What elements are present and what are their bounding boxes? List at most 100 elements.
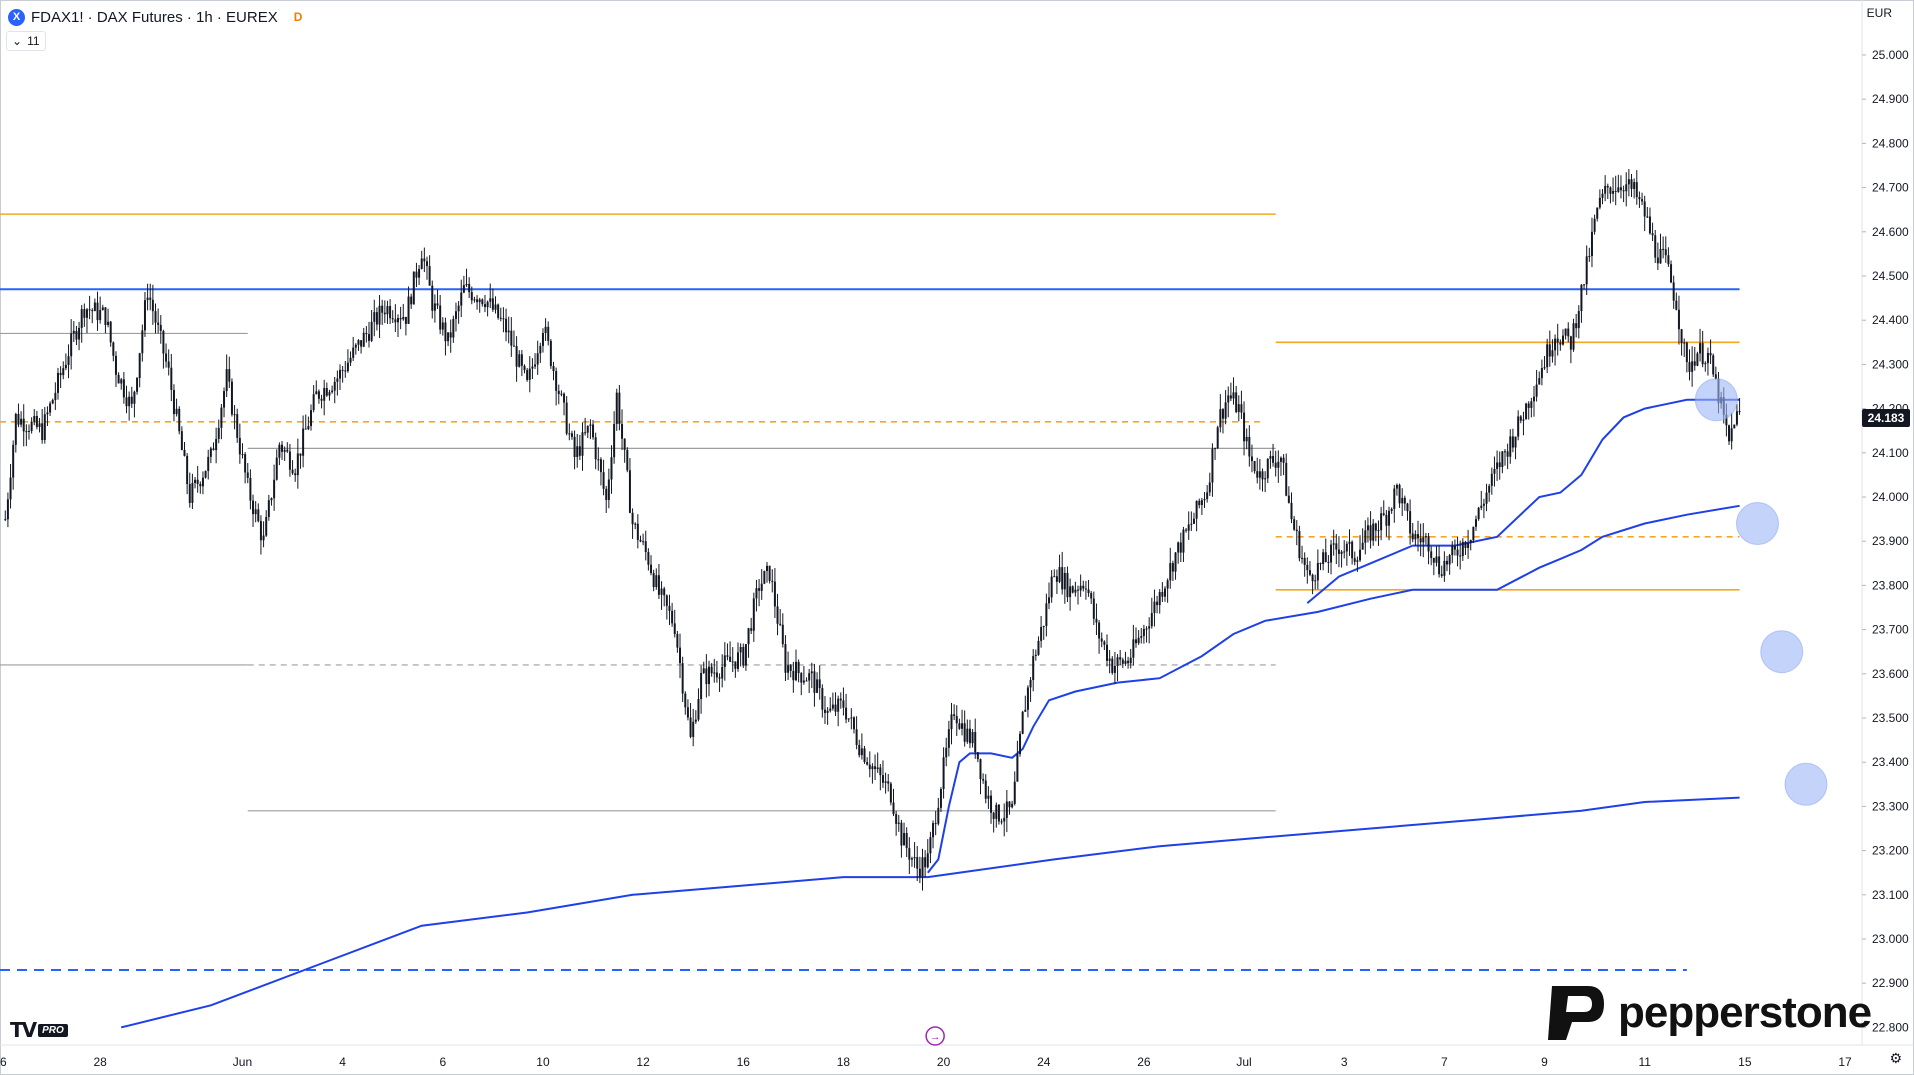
event-marker-icon[interactable]: → — [925, 1026, 945, 1046]
candle-body — [1248, 436, 1251, 457]
candle-body — [700, 672, 703, 700]
candle-body — [1011, 803, 1014, 808]
candle-body — [605, 488, 608, 500]
candle-body — [1617, 187, 1620, 192]
candle-body — [447, 332, 450, 342]
candle-body — [1688, 362, 1691, 372]
candle-body — [1061, 567, 1064, 590]
candle-body — [1066, 572, 1069, 598]
candle-body — [373, 312, 376, 322]
currency-label[interactable]: EUR — [1866, 6, 1892, 20]
candle-body — [966, 728, 969, 742]
candle-body — [1311, 574, 1314, 582]
tradingview-logo[interactable]: TV PRO — [10, 1018, 68, 1042]
candle-body — [1019, 733, 1022, 755]
candle-body — [800, 673, 803, 683]
candle-body — [1585, 256, 1588, 285]
candle-body — [1477, 507, 1480, 520]
candle-body — [1693, 361, 1696, 366]
candle-body — [1440, 574, 1443, 576]
candle-body — [1037, 640, 1040, 655]
candle-body — [1111, 658, 1114, 673]
candle-body — [523, 365, 526, 371]
candle-body — [1208, 482, 1211, 493]
candle-body — [826, 710, 829, 713]
candle-body — [1351, 541, 1354, 559]
candle-body — [1648, 216, 1651, 234]
indicators-toggle[interactable]: ⌄ 11 — [6, 31, 46, 51]
candle-body — [1319, 562, 1322, 565]
candle-body — [1013, 781, 1016, 804]
candle-body — [961, 723, 964, 729]
candle-body — [858, 744, 861, 756]
candle-body — [325, 387, 328, 396]
candle-body — [262, 535, 265, 541]
candle-body — [1583, 284, 1586, 286]
candle-body — [863, 748, 866, 763]
candle-body — [650, 564, 653, 574]
data-status-badge[interactable]: D — [293, 10, 303, 24]
candle-body — [1127, 660, 1130, 664]
candle-body — [592, 424, 595, 438]
candle-body — [979, 759, 982, 780]
candle-body — [1092, 598, 1095, 619]
candle-body — [818, 679, 821, 689]
candle-body — [1538, 378, 1541, 385]
candle-body — [852, 717, 855, 730]
candle-body — [1253, 461, 1256, 472]
candle-body — [368, 334, 370, 341]
candle-body — [1029, 679, 1032, 688]
candle-body — [945, 747, 948, 758]
candle-body — [628, 470, 631, 513]
candle-body — [839, 698, 842, 701]
candle-body — [1738, 411, 1741, 413]
candle-body — [1364, 530, 1367, 543]
candle-body — [270, 498, 273, 501]
candle-body — [679, 647, 682, 664]
candle-body — [283, 449, 286, 452]
x-axis[interactable]: 26 28 Jun 4 6 10 12 16 18 20 24 26 Jul 3 7 9 11 15 17 — [0, 1044, 1914, 1069]
candle-body — [1106, 644, 1108, 661]
candle-body — [1430, 551, 1433, 558]
candle-body — [1261, 471, 1264, 480]
candle-body — [304, 428, 307, 430]
candle-body — [1301, 557, 1304, 559]
candle-body — [1042, 626, 1045, 628]
y-tick-label: 23.800 — [1872, 578, 1909, 592]
candle-body — [990, 795, 993, 813]
candle-body — [1519, 416, 1522, 421]
settings-gear-icon[interactable]: ⚙ — [1889, 1050, 1902, 1066]
candle-body — [971, 732, 974, 744]
candle-body — [494, 304, 497, 310]
candle-body — [1264, 478, 1267, 480]
candle-body — [257, 509, 260, 522]
symbol-header[interactable]: X FDAX1! · DAX Futures · 1h · EUREX D — [8, 6, 302, 28]
candle-body — [67, 356, 70, 365]
candle-body — [4, 519, 7, 521]
candle-body — [723, 655, 726, 667]
candle-body — [892, 802, 895, 815]
candle-body — [25, 431, 28, 433]
candle-body — [1095, 618, 1098, 623]
candle-body — [418, 268, 421, 278]
candle-body — [1377, 530, 1380, 532]
x-tick-label: 3 — [1341, 1055, 1348, 1069]
y-axis[interactable]: 25.000 24.900 24.800 24.700 24.600 24.500 24.4… — [1861, 0, 1909, 1045]
candle-body — [607, 479, 610, 500]
candle-body — [41, 423, 44, 440]
candle-body — [771, 580, 774, 582]
candle-body — [1229, 395, 1232, 399]
candle-body — [381, 305, 384, 313]
candle-body — [1221, 409, 1224, 419]
target-2-circle — [1735, 502, 1779, 546]
current-price-tag: 24.183 — [1862, 409, 1910, 427]
candle-body — [188, 483, 191, 503]
candle-body — [773, 581, 776, 607]
symbol-title[interactable]: FDAX1! · DAX Futures · 1h · EUREX — [31, 8, 278, 26]
event-marker-layer[interactable]: → — [925, 1026, 945, 1046]
candle-body — [750, 628, 753, 631]
candle-body — [476, 299, 479, 303]
candle-body — [1161, 592, 1164, 597]
candle-body — [1614, 190, 1617, 192]
